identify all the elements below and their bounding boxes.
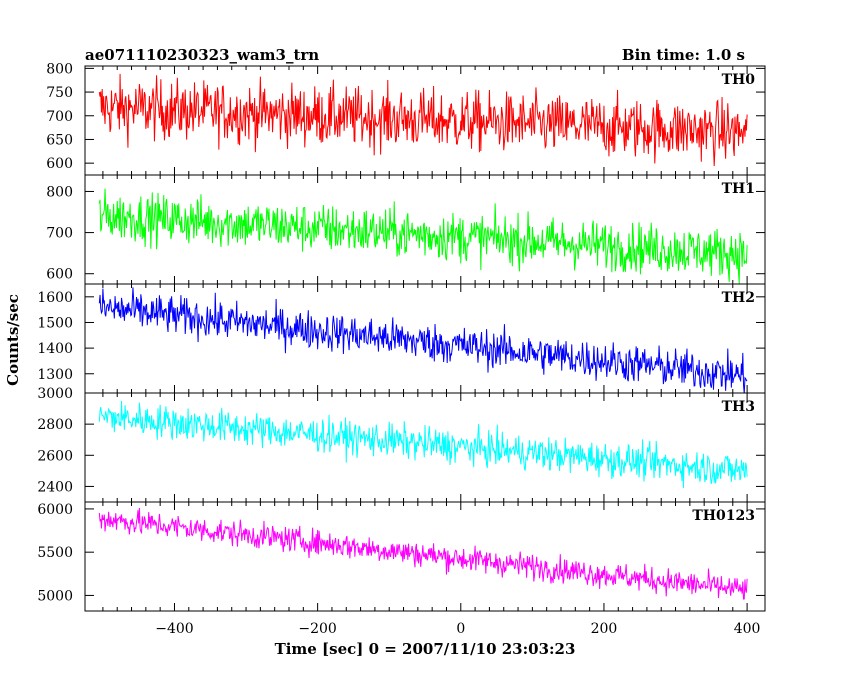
y-tick-label: 2600 (37, 448, 73, 464)
bin-time-label: Bin time: 1.0 s (622, 46, 745, 64)
y-tick-label: 3000 (37, 386, 73, 402)
panel-label: TH2 (722, 290, 755, 306)
y-tick-label: 600 (46, 267, 73, 283)
panel-th3: 2400 2600 2800 3000 TH3 (37, 386, 766, 503)
panel-frame (84, 501, 766, 612)
y-tick-label: 6000 (37, 502, 73, 518)
y-tick-label: 750 (46, 85, 73, 101)
y-tick-label: 5000 (37, 588, 73, 604)
y-tick-label: 1400 (37, 341, 73, 357)
y-tick-label: 800 (46, 184, 73, 200)
y-tick-label: 600 (46, 156, 73, 172)
panel-th1: 600 700 800 TH1 (46, 174, 766, 285)
panel-label: TH3 (722, 399, 755, 415)
x-axis: −400 −200 0 200 400 (155, 621, 760, 637)
y-tick-label: 700 (46, 226, 73, 242)
panels: 600 650 700 750 800 TH0 600 700 800 TH1 1300 1400 15… (37, 61, 766, 612)
series-line-th3 (98, 400, 748, 489)
y-tick-label: 5500 (37, 545, 73, 561)
series-line-th0 (98, 73, 748, 167)
panel-th0: 600 650 700 750 800 TH0 (46, 61, 766, 176)
panel-label: TH1 (722, 181, 755, 197)
y-tick-label: 650 (46, 132, 73, 148)
chart-title: ae071110230323_wam3_trn (85, 46, 319, 64)
panel-th2: 1300 1400 1500 1600 TH2 (37, 283, 766, 394)
x-tick-label: 400 (734, 621, 761, 637)
panel-label: TH0123 (692, 508, 755, 524)
panel-frame (84, 392, 766, 503)
y-tick-label: 1300 (37, 367, 73, 383)
x-tick-label: −200 (298, 621, 336, 637)
series-line-th2 (98, 287, 748, 393)
y-tick-label: 1500 (37, 315, 73, 331)
y-axis-label: Counts/sec (4, 294, 22, 386)
x-tick-label: 200 (591, 621, 618, 637)
y-tick-label: 1600 (37, 290, 73, 306)
panel-label: TH0 (722, 72, 756, 88)
y-tick-label: 2800 (37, 417, 73, 433)
x-tick-label: 0 (456, 621, 465, 637)
series-line-th0123 (98, 507, 748, 600)
y-tick-label: 2400 (37, 479, 73, 495)
y-tick-label: 700 (46, 109, 73, 125)
series-line-th1 (98, 188, 748, 284)
x-axis-label: Time [sec] 0 = 2007/11/10 23:03:23 (275, 640, 576, 658)
x-tick-label: −400 (155, 621, 193, 637)
panel-th0123: 5000 5500 6000 TH0123 (37, 501, 766, 612)
y-tick-label: 800 (46, 61, 73, 77)
